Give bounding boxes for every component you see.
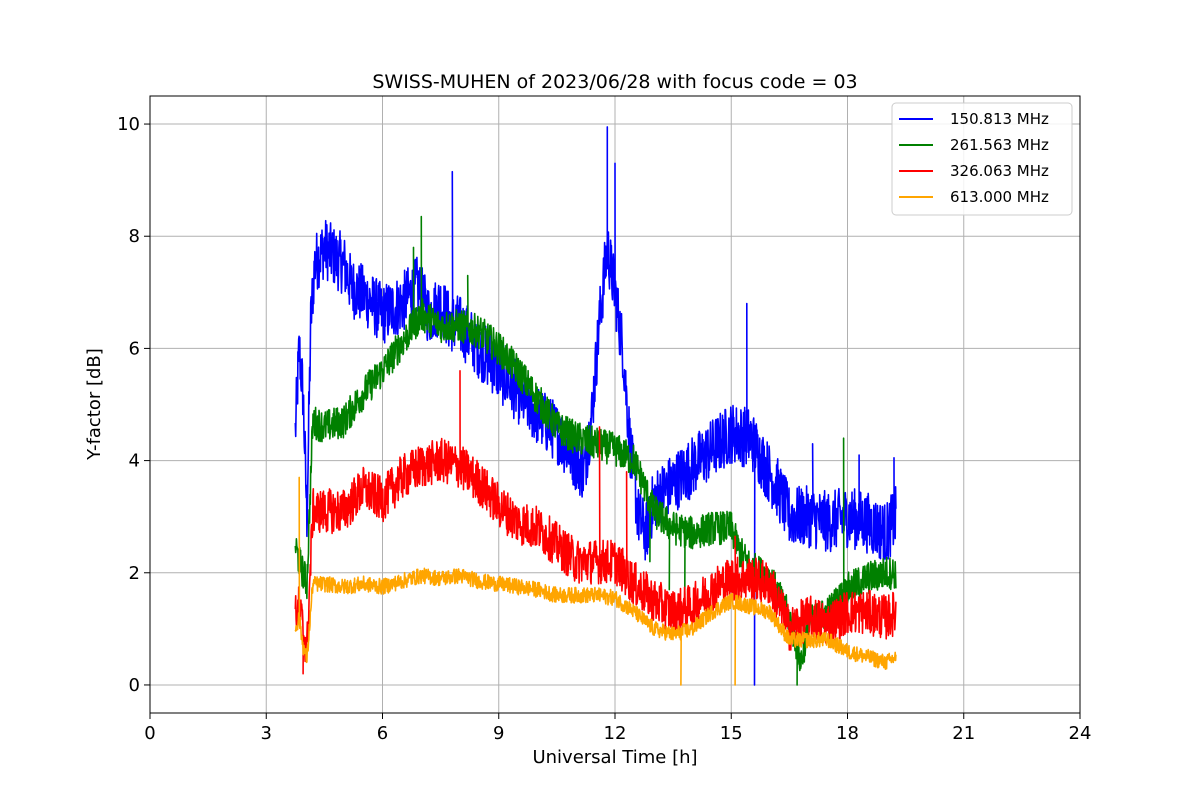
y-tick-label: 0: [129, 675, 140, 696]
legend-box: [891, 102, 1073, 216]
x-tick-label: 15: [720, 723, 743, 744]
x-tick-label: 0: [144, 723, 155, 744]
x-tick-label: 12: [604, 723, 627, 744]
x-tick-label: 6: [377, 723, 388, 744]
y-tick-label: 8: [129, 226, 140, 247]
x-tick-label: 9: [493, 723, 504, 744]
series-group: [294, 126, 897, 686]
legend-label: 261.563 MHz: [950, 136, 1049, 154]
chart-title: SWISS-MUHEN of 2023/06/28 with focus cod…: [372, 71, 857, 93]
y-tick-label: 6: [129, 338, 140, 359]
x-tick-label: 3: [261, 723, 272, 744]
y-tick-label: 10: [117, 114, 140, 135]
x-tick-label: 18: [836, 723, 859, 744]
legend-label: 150.813 MHz: [950, 110, 1049, 128]
y-axis-label: Y-factor [dB]: [84, 348, 105, 461]
series-line-2: [294, 370, 897, 675]
x-tick-label: 21: [952, 723, 975, 744]
y-tick-label: 2: [129, 563, 140, 584]
series-line-1: [294, 215, 897, 686]
legend: 150.813 MHz 261.563 MHz 326.063 MHz 613.000…: [891, 102, 1073, 216]
series-line-0: [294, 126, 897, 686]
x-tick-label: 24: [1069, 723, 1092, 744]
legend-label: 326.063 MHz: [950, 162, 1049, 180]
y-tick-label: 4: [129, 451, 140, 472]
x-axis-label: Universal Time [h]: [532, 747, 697, 768]
legend-label: 613.000 MHz: [950, 188, 1049, 206]
series-line-3: [294, 476, 897, 686]
